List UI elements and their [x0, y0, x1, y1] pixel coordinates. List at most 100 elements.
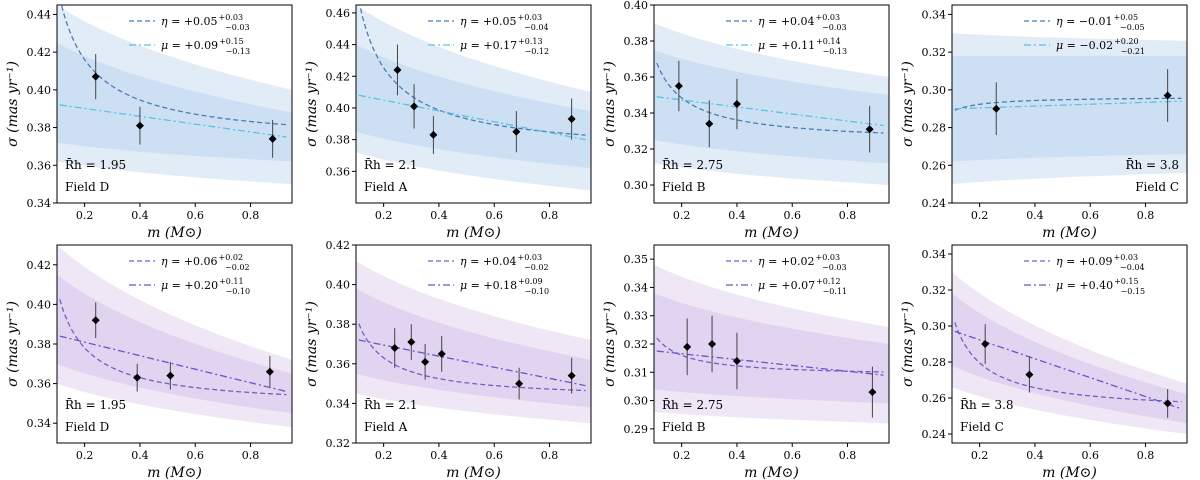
field-annotation: Field C [960, 420, 1004, 434]
confidence-band-inner [654, 293, 889, 404]
data-point [1025, 370, 1034, 379]
y-tick-label: 0.38 [624, 35, 649, 48]
mu-legend-label: μ = +0.20+0.11 −0.10 [161, 277, 250, 296]
y-tick-label: 0.42 [326, 70, 351, 83]
subplot-7: 0.2 0.4 0.6 0.8 0.29 0.30 0.31 0.32 0.33 0.34 0.35… [602, 244, 890, 480]
x-tick-label: 0.6 [485, 209, 503, 222]
data-point [732, 356, 741, 365]
data-point [732, 100, 741, 108]
y-tick-label: 0.32 [922, 284, 947, 297]
subplot-6: 0.2 0.4 0.6 0.8 0.32 0.34 0.36 0.38 0.40 0.42 m (M… [304, 239, 592, 480]
y-tick-label: 0.30 [624, 395, 649, 408]
eta-legend-label: η = +0.04+0.03 −0.03 [758, 13, 847, 32]
x-tick-label: 0.4 [430, 449, 448, 462]
eta-fit-line [59, 299, 287, 396]
rh-annotation: R̄h = 1.95 [65, 157, 126, 172]
subplot-1: 0.2 0.4 0.6 0.8 0.34 0.36 0.38 0.40 0.42 0.44 m (M… [5, 4, 293, 241]
eta-fit-line [954, 97, 1182, 111]
field-annotation: Field A [364, 180, 408, 194]
x-axis-label: m (M⊙) [744, 225, 799, 241]
x-axis-label: m (M⊙) [147, 465, 202, 480]
rh-annotation: R̄h = 2.1 [364, 157, 418, 172]
data-point [683, 342, 692, 351]
field-annotation: Field C [1135, 180, 1179, 194]
x-tick-label: 0.2 [971, 449, 989, 462]
x-tick-label: 0.2 [375, 449, 393, 462]
y-tick-label: 0.44 [326, 39, 351, 52]
y-tick-label: 0.34 [624, 107, 649, 120]
field-annotation: Field B [662, 180, 706, 194]
x-axis-label: m (M⊙) [1042, 225, 1097, 241]
y-tick-label: 0.26 [922, 392, 947, 405]
x-tick-label: 0.2 [673, 449, 691, 462]
eta-fit-line [358, 323, 586, 392]
x-tick-label: 0.4 [131, 449, 149, 462]
subplot-3: 0.2 0.4 0.6 0.8 0.30 0.32 0.34 0.36 0.38 0.40 m (M… [602, 0, 890, 241]
data-point [992, 104, 1001, 113]
data-point [708, 340, 717, 348]
eta-fit-line [359, 5, 586, 136]
y-tick-label: 0.40 [326, 279, 351, 292]
x-tick-label: 0.4 [1026, 209, 1044, 222]
x-axis-label: m (M⊙) [1042, 465, 1097, 480]
y-tick-label: 0.42 [27, 259, 52, 272]
y-axis-label: σ (mas yr⁻¹) [304, 301, 320, 387]
axes-frame [355, 244, 592, 444]
confidence-band-inner [57, 274, 292, 414]
field-annotation: Field B [662, 420, 706, 434]
data-point [393, 65, 402, 74]
y-tick-label: 0.32 [326, 437, 351, 450]
eta-legend-label: η = +0.05+0.03 −0.03 [161, 13, 250, 32]
eta-legend-label: η = +0.02+0.03 −0.03 [758, 253, 847, 272]
legend: η = +0.05+0.03 −0.03 μ = +0.09+0.15 −0.13 [129, 13, 250, 56]
eta-legend-label: η = +0.09+0.03 −0.04 [1056, 253, 1145, 272]
plot-area [57, 5, 292, 185]
y-tick-label: 0.29 [624, 423, 649, 436]
y-tick-label: 0.42 [27, 46, 52, 59]
y-tick-label: 0.32 [624, 143, 649, 156]
mu-legend-label: μ = +0.40+0.15 −0.15 [1056, 277, 1145, 296]
data-point [265, 367, 274, 376]
data-point [567, 115, 576, 124]
data-point [268, 134, 277, 143]
data-point [91, 316, 100, 325]
confidence-band-inner [356, 288, 591, 408]
x-tick-label: 0.6 [186, 449, 204, 462]
mu-fit-line [59, 335, 287, 393]
y-axis-label: σ (mas yr⁻¹) [5, 301, 21, 387]
y-axis-label: σ (mas yr⁻¹) [900, 61, 916, 147]
plot-area [356, 260, 591, 424]
axes-frame [951, 4, 1188, 204]
rh-annotation: R̄h = 2.1 [364, 397, 418, 412]
field-annotation: Field D [65, 180, 109, 194]
mu-fit-line [954, 330, 1182, 410]
eta-fit-line [656, 62, 884, 134]
data-point [865, 125, 874, 134]
y-tick-label: 0.46 [326, 7, 351, 20]
y-tick-label: 0.40 [624, 0, 649, 12]
confidence-band-inner [356, 44, 591, 169]
data-point [390, 343, 399, 352]
rh-annotation: R̄h = 3.8 [1125, 157, 1179, 172]
y-tick-label: 0.28 [922, 122, 947, 135]
y-tick-label: 0.34 [922, 248, 947, 261]
mu-legend-label: μ = −0.02+0.20 −0.21 [1056, 37, 1145, 56]
y-tick-label: 0.32 [922, 46, 947, 59]
legend: η = −0.01+0.05 −0.05 μ = −0.02+0.20 −0.21 [1024, 13, 1145, 56]
y-tick-label: 0.24 [922, 428, 947, 441]
data-point [421, 357, 430, 366]
data-point [410, 102, 419, 111]
y-tick-label: 0.32 [624, 338, 649, 351]
data-point [515, 379, 524, 388]
legend: η = +0.05+0.03 −0.04 μ = +0.17+0.13 −0.12 [428, 13, 549, 56]
axes-frame [355, 4, 592, 204]
mu-legend-label: μ = +0.09+0.15 −0.13 [161, 37, 250, 56]
x-tick-label: 0.8 [1137, 209, 1155, 222]
y-tick-label: 0.33 [624, 310, 649, 323]
y-tick-label: 0.34 [326, 397, 351, 410]
legend: η = +0.04+0.03 −0.03 μ = +0.11+0.14 −0.13 [726, 13, 847, 56]
axes-frame [653, 4, 890, 204]
mu-fit-line [358, 94, 586, 141]
x-tick-label: 0.4 [430, 209, 448, 222]
subplot-2: 0.2 0.4 0.6 0.8 0.36 0.38 0.40 0.42 0.44 0.46 m (M… [304, 4, 592, 241]
